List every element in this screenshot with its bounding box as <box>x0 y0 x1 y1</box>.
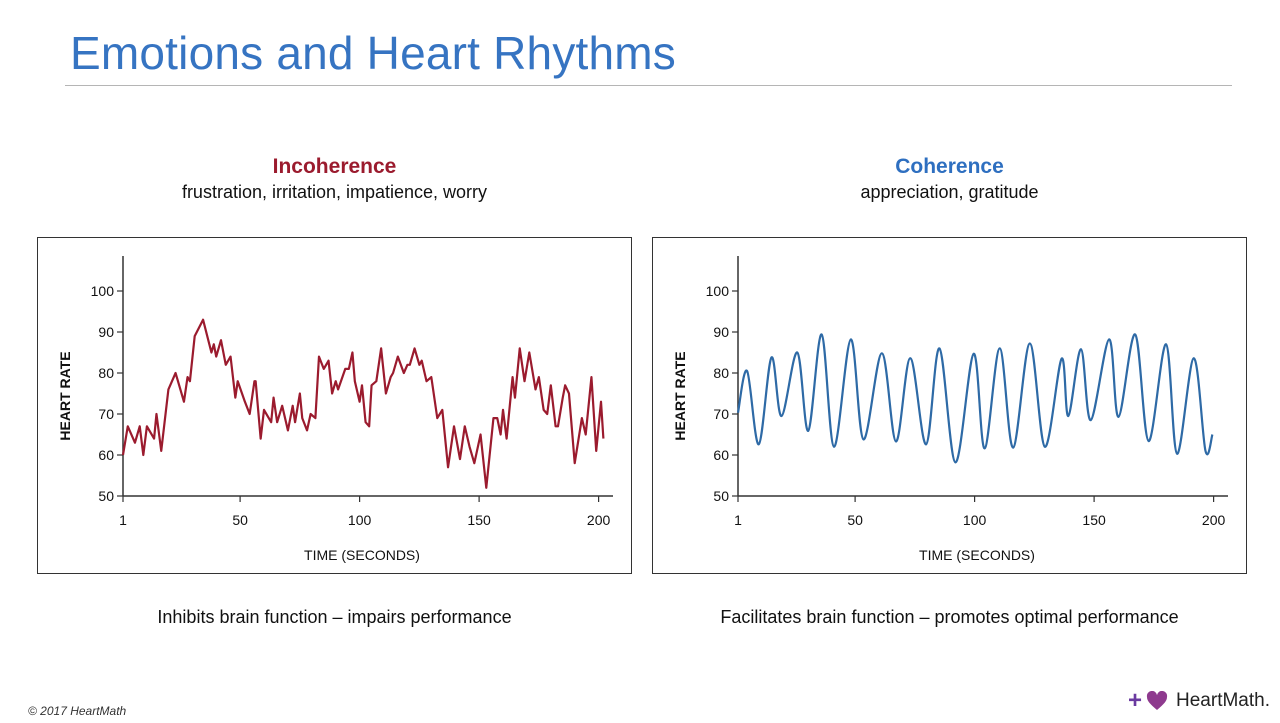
slide-title: Emotions and Heart Rhythms <box>70 27 677 79</box>
y-tick-label: 70 <box>713 406 729 422</box>
x-axis-label: TIME (SECONDS) <box>304 547 420 563</box>
x-tick-label: 50 <box>847 512 863 528</box>
incoherence-header: Incoherence frustration, irritation, imp… <box>37 155 632 203</box>
coherence-header: Coherence appreciation, gratitude <box>652 155 1247 203</box>
coherence-chart: 50 60 70 80 90 100 1 50 100 150 200 TIME (SECONDS) H… <box>652 237 1247 574</box>
copyright: © 2017 HeartMath <box>28 704 127 718</box>
x-tick-label: 100 <box>963 512 987 528</box>
y-tick-label: 90 <box>713 324 729 340</box>
y-tick-label: 70 <box>98 406 114 422</box>
heart-icon <box>1146 691 1168 710</box>
y-tick-label: 60 <box>713 447 729 463</box>
y-tick-label: 100 <box>706 283 730 299</box>
incoherence-caption: Inhibits brain function – impairs perfor… <box>157 607 512 627</box>
plus-icon: + <box>1128 687 1143 714</box>
x-tick-label: 50 <box>232 512 248 528</box>
x-tick-label: 150 <box>1082 512 1106 528</box>
y-tick-label: 60 <box>98 447 114 463</box>
y-tick-label: 80 <box>713 365 729 381</box>
x-tick-label: 1 <box>119 512 127 528</box>
y-tick-label: 50 <box>98 488 114 504</box>
heart-rate-line <box>121 318 605 489</box>
y-axis-label: HEART RATE <box>672 351 688 440</box>
x-tick-label: 200 <box>1202 512 1226 528</box>
incoherence-heading: Incoherence <box>272 155 397 178</box>
x-axis-label: TIME (SECONDS) <box>919 547 1035 563</box>
heartmath-logo: + HeartMath. <box>1128 689 1270 713</box>
coherence-caption: Facilitates brain function – promotes op… <box>720 607 1179 627</box>
x-tick-label: 100 <box>348 512 372 528</box>
y-tick-label: 80 <box>98 365 114 381</box>
logo-text: HeartMath. <box>1176 690 1270 711</box>
y-tick-label: 90 <box>98 324 114 340</box>
coherence-heading: Coherence <box>895 155 1004 178</box>
y-tick-label: 100 <box>91 283 115 299</box>
x-tick-label: 200 <box>587 512 611 528</box>
title-divider <box>65 85 1232 86</box>
incoherence-chart: 50 60 70 80 90 100 1 50 100 150 200 TIME (SECONDS) H… <box>37 237 632 574</box>
x-tick-label: 150 <box>467 512 491 528</box>
x-tick-label: 1 <box>734 512 742 528</box>
y-tick-label: 50 <box>713 488 729 504</box>
heart-rate-line <box>736 333 1214 464</box>
coherence-subheading: appreciation, gratitude <box>860 182 1039 202</box>
y-axis-label: HEART RATE <box>57 351 73 440</box>
incoherence-subheading: frustration, irritation, impatience, wor… <box>181 182 488 202</box>
